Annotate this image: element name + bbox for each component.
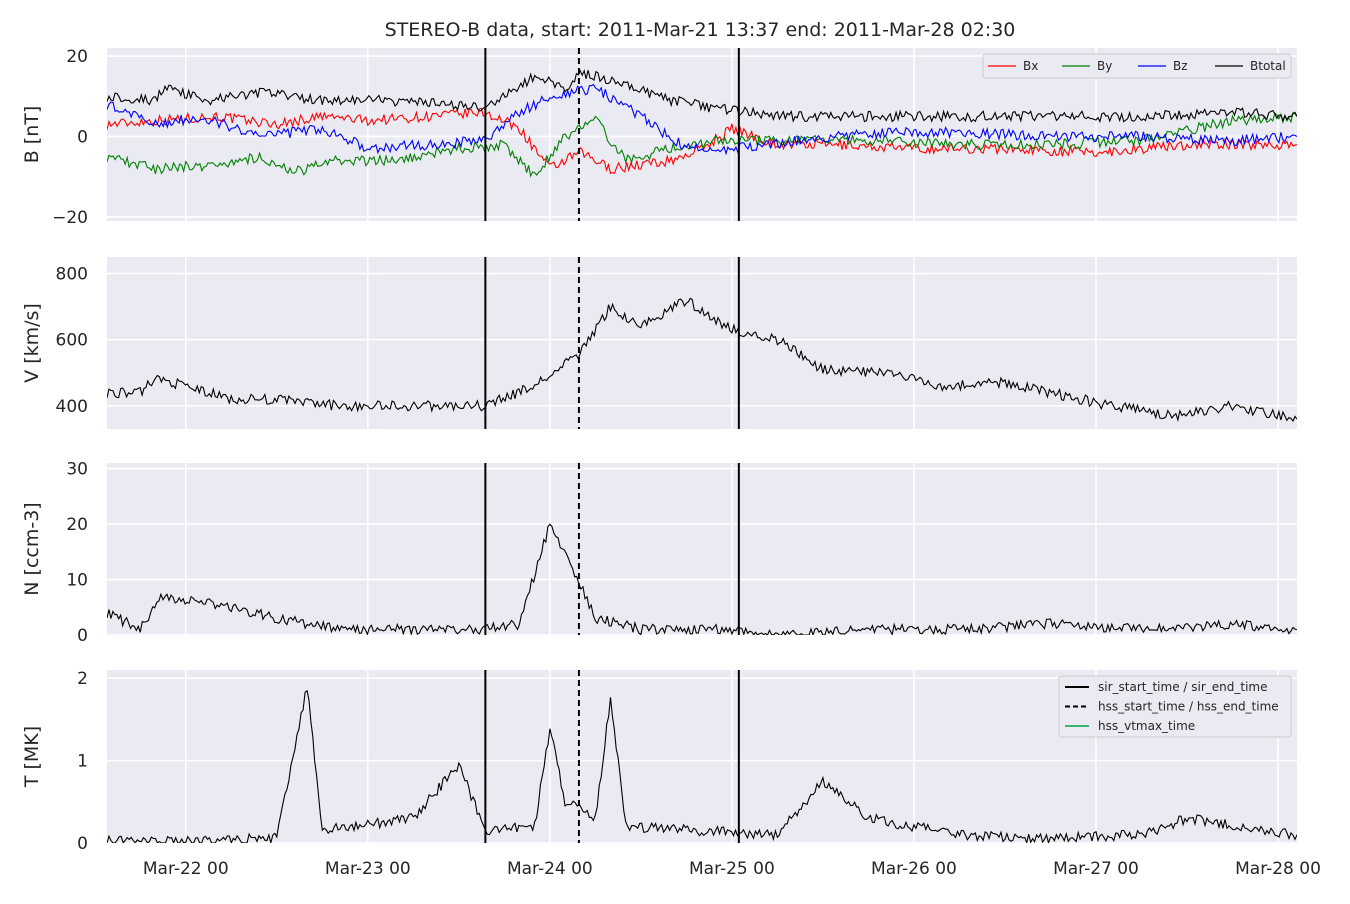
legend-label: Bx <box>1023 59 1038 73</box>
series-group <box>107 523 1297 635</box>
series-group <box>107 69 1297 178</box>
y-tick-label: 0 <box>77 834 88 854</box>
y-tick-label: 0 <box>77 128 88 148</box>
series-line-panel-4 <box>107 689 1297 843</box>
y-tick-label: 800 <box>56 265 88 285</box>
x-tick-label: Mar-28 00 <box>1235 859 1321 879</box>
figure-title: STEREO-B data, start: 2011-Mar-21 13:37 … <box>385 19 1016 41</box>
y-tick-label: 600 <box>56 331 88 351</box>
y-axis-label: T [MK] <box>21 726 43 788</box>
x-tick-label: Mar-26 00 <box>871 859 957 879</box>
panel-4: Mar-22 00 Mar-23 00 Mar-24 00 Mar-25 00 Mar-… <box>21 669 1321 879</box>
x-tick-label: Mar-22 00 <box>143 859 229 879</box>
legend-label: By <box>1097 59 1112 73</box>
series-line-bz <box>107 83 1297 156</box>
x-tick-label: Mar-23 00 <box>325 859 411 879</box>
x-tick-label: Mar-25 00 <box>689 859 775 879</box>
panel-background <box>107 463 1297 635</box>
legend-label: hss_start_time / hss_end_time <box>1098 700 1279 714</box>
x-tick-label: Mar-24 00 <box>507 859 593 879</box>
x-tick-label: Mar-27 00 <box>1053 859 1139 879</box>
y-tick-label: 2 <box>77 669 88 689</box>
y-axis-label: B [nT] <box>21 106 43 164</box>
series-group <box>107 297 1297 423</box>
legend-label: Btotal <box>1250 59 1286 73</box>
event-legend: sir_start_time / sir_end_time hss_start_t… <box>1058 675 1292 738</box>
y-tick-label: −20 <box>52 208 88 228</box>
legend-label: hss_vtmax_time <box>1098 719 1195 733</box>
series-line-btotal <box>107 69 1297 124</box>
panel-background <box>107 257 1297 429</box>
y-tick-label: 400 <box>56 397 88 417</box>
y-tick-label: 20 <box>66 47 88 67</box>
legend-label: sir_start_time / sir_end_time <box>1098 680 1268 694</box>
series-line-bx <box>107 107 1297 174</box>
y-tick-label: 10 <box>66 571 88 591</box>
series-line-panel-2 <box>107 297 1297 423</box>
y-tick-label: 0 <box>77 626 88 646</box>
panel-3: 0 10 20 30 N [ccm-3] <box>21 460 1297 646</box>
y-axis-label: N [ccm-3] <box>21 502 43 595</box>
y-tick-label: 30 <box>66 460 88 480</box>
legend-label: Bz <box>1173 59 1188 73</box>
series-line-by <box>107 111 1297 178</box>
panel-2: 400 600 800 V [km/s] <box>21 257 1297 429</box>
y-tick-label: 20 <box>66 515 88 535</box>
series-group <box>107 689 1297 843</box>
y-tick-label: 1 <box>77 752 88 772</box>
series-legend: Bx By Bz Btotal <box>982 53 1292 79</box>
y-axis-label: V [km/s] <box>21 303 43 383</box>
series-line-panel-3 <box>107 523 1297 635</box>
panel-1: −20 0 20 B [nT] Bx By Bz Btotal <box>21 47 1297 228</box>
